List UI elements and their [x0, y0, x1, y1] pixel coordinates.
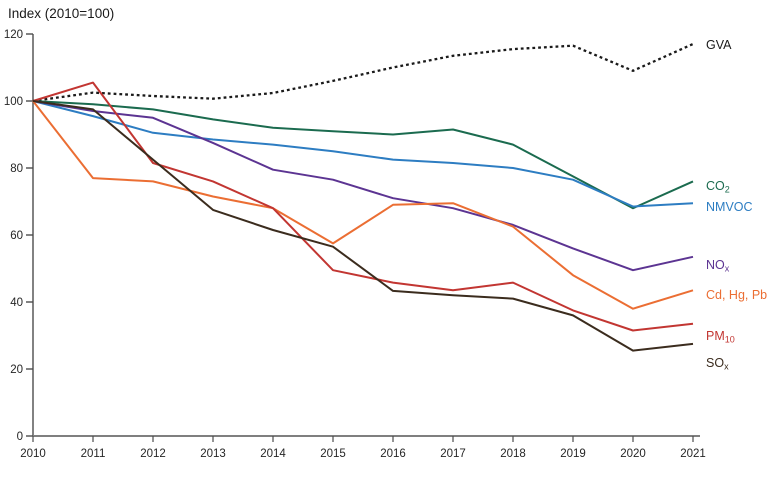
series-label-part: CO	[706, 179, 725, 193]
x-tick-label: 2017	[440, 448, 466, 460]
x-tick-label: 2021	[680, 448, 706, 460]
series-label-part: x	[725, 264, 730, 274]
y-tick-label: 120	[4, 29, 23, 41]
x-tick-label: 2015	[320, 448, 346, 460]
series-label-sox: SOx	[706, 356, 729, 372]
series-label-cdhgpb: Cd, Hg, Pb	[706, 288, 767, 302]
series-label-co2: CO2	[706, 179, 730, 195]
series-label-part: NMVOC	[706, 200, 753, 214]
series-label-part: x	[724, 362, 729, 372]
series-label-nmvoc: NMVOC	[706, 200, 753, 214]
y-tick-label: 80	[10, 163, 23, 175]
x-tick-label: 2013	[200, 448, 226, 460]
x-tick-label: 2020	[620, 448, 646, 460]
series-label-gva: GVA	[706, 38, 732, 52]
series-line-pm10	[32, 81, 694, 332]
y-tick-label: 20	[10, 364, 23, 376]
series-line-nmvoc	[32, 100, 694, 208]
y-tick-label: 0	[17, 431, 23, 443]
x-tick-label: 2016	[380, 448, 406, 460]
series-label-pm10: PM10	[706, 329, 735, 345]
series-label-nox: NOx	[706, 258, 730, 274]
y-tick-label: 40	[10, 297, 23, 309]
series-label-part: SO	[706, 356, 724, 370]
x-tick-label: 2019	[560, 448, 586, 460]
series-label-part: GVA	[706, 38, 732, 52]
chart-title: Index (2010=100)	[8, 6, 115, 21]
series-label-part: 10	[725, 335, 735, 345]
x-tick-label: 2011	[81, 448, 106, 460]
x-tick-label: 2014	[260, 448, 286, 460]
series-label-part: Cd, Hg, Pb	[706, 288, 767, 302]
series-line-cdhgpb	[32, 100, 694, 310]
series-line-co2	[32, 100, 694, 210]
series-line-gva	[32, 42, 694, 103]
x-tick-label: 2018	[500, 448, 526, 460]
x-tick-label: 2012	[140, 448, 166, 460]
series-label-part: PM	[706, 329, 725, 343]
y-tick-label: 100	[4, 96, 23, 108]
series-label-part: 2	[725, 185, 730, 195]
series-line-nox	[32, 100, 694, 272]
y-tick-label: 60	[10, 230, 23, 242]
x-tick-label: 2010	[20, 448, 46, 460]
series-label-part: NO	[706, 258, 725, 272]
series-line-sox	[32, 100, 694, 352]
